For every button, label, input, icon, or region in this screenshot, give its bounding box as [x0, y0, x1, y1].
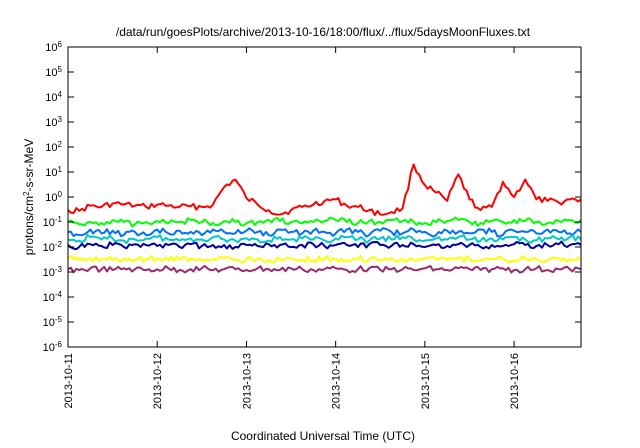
series-layer — [67, 163, 582, 274]
series-line-2 — [67, 216, 582, 228]
x-tick-label: 2013-10-13 — [241, 353, 253, 409]
series-line-1 — [67, 163, 582, 217]
y-tick-label: 106 — [45, 40, 62, 55]
axis-layer: 106 105 104 103 102 101 100 10-1 10-2 10-3 10-4 10-… — [43, 40, 581, 409]
x-axis-label: Coordinated Universal Time (UTC) — [231, 429, 415, 443]
plot-frame — [67, 46, 582, 348]
y-tick-label: 10-3 — [43, 265, 63, 280]
x-tick-label: 2013-10-12 — [152, 353, 164, 409]
y-tick-label: 101 — [45, 165, 62, 180]
series-line-5 — [67, 240, 582, 251]
y-tick-label: 10-6 — [43, 340, 63, 355]
y-tick-label: 100 — [45, 190, 62, 205]
y-tick-label: 10-1 — [43, 215, 63, 230]
y-tick-label: 10-4 — [43, 290, 63, 305]
chart-title: /data/run/goesPlots/archive/2013-10-16/1… — [116, 25, 531, 39]
y-tick-label: 105 — [45, 65, 62, 80]
y-tick-label: 103 — [45, 115, 62, 130]
x-tick-label: 2013-10-15 — [420, 353, 432, 409]
x-tick-label: 2013-10-11 — [63, 353, 75, 408]
series-line-3 — [67, 227, 582, 238]
series-line-4 — [67, 234, 582, 245]
x-tick-label: 2013-10-14 — [331, 353, 343, 409]
y-tick-label: 10-2 — [43, 240, 63, 255]
y-tick-label: 104 — [45, 90, 62, 105]
series-line-7 — [67, 264, 582, 274]
y-tick-label: 102 — [45, 140, 62, 155]
y-axis-label: protons/cm2-s-sr-MeV — [22, 139, 37, 255]
y-tick-label: 10-5 — [43, 315, 63, 330]
x-tick-label: 2013-10-16 — [509, 353, 521, 409]
series-line-6 — [67, 254, 582, 264]
